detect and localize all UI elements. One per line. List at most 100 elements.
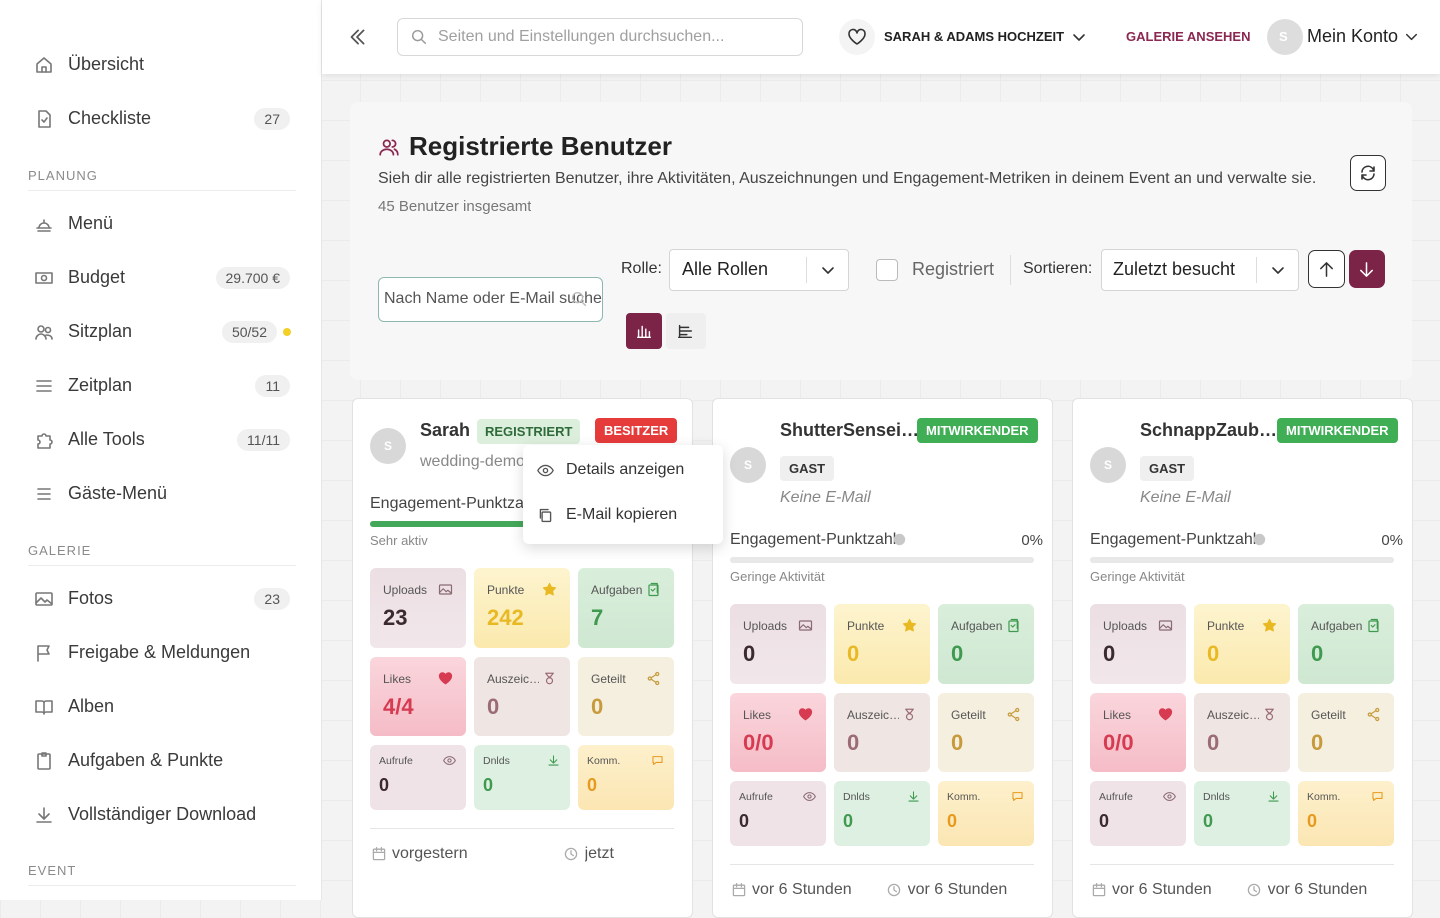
view-toggle-active[interactable] xyxy=(626,313,662,349)
search-box[interactable] xyxy=(397,18,803,56)
stat-icon xyxy=(905,708,914,721)
role-select[interactable] xyxy=(669,249,849,291)
nav-item[interactable]: Alle Tools xyxy=(68,429,145,450)
calendar-icon xyxy=(1092,882,1106,897)
sort-asc-button[interactable] xyxy=(1308,250,1345,288)
status-dot xyxy=(283,328,291,336)
activity-level: Sehr aktiv xyxy=(370,532,428,548)
nav-section-heading: PLANUNG xyxy=(28,167,98,183)
nav-icon xyxy=(36,380,52,392)
last-seen: vor 6 Stunden xyxy=(1112,880,1212,898)
users-icon xyxy=(379,139,399,156)
nav-section-heading: EVENT xyxy=(28,862,77,878)
nav-item[interactable]: Alben xyxy=(68,696,115,717)
stat-value: 0 xyxy=(947,811,958,832)
stat-icon xyxy=(545,672,554,685)
role-badge: MITWIRKENDER xyxy=(917,418,1038,443)
stat-tile xyxy=(834,693,930,772)
divider xyxy=(1090,864,1394,865)
search-icon xyxy=(571,291,587,307)
stat-value: 0 xyxy=(1307,811,1318,832)
nav-icon xyxy=(37,433,53,449)
nav-item[interactable]: Checkliste xyxy=(68,108,152,129)
stat-icon xyxy=(1367,707,1380,722)
divider xyxy=(806,257,807,283)
stat-label: Geteilt xyxy=(951,707,986,722)
score-label: Engagement-Punktzahl xyxy=(1090,530,1257,548)
avatar xyxy=(1267,19,1303,55)
stat-tile xyxy=(370,745,466,810)
nav-badge: 29.700 € xyxy=(215,267,290,289)
nav-item[interactable]: Fotos xyxy=(68,588,114,609)
nav-icon xyxy=(35,272,53,284)
chevron xyxy=(822,267,834,274)
stat-icon xyxy=(1368,618,1379,633)
stat-label: Komm. xyxy=(947,790,981,803)
nav-item[interactable]: Aufgaben & Punkte xyxy=(68,750,224,771)
refresh-button[interactable] xyxy=(1350,155,1386,191)
stat-value: 0 xyxy=(1207,640,1220,666)
activity-level: Geringe Aktivität xyxy=(730,568,825,584)
stat-tile xyxy=(578,568,674,648)
stat-label: Uploads xyxy=(743,618,788,633)
nav-item[interactable]: Budget xyxy=(68,267,126,288)
stat-label: Auszeic… xyxy=(1207,707,1259,722)
filter-panel xyxy=(350,102,1412,380)
stat-icon xyxy=(803,792,816,801)
stat-value: 0 xyxy=(1103,640,1116,666)
sort-value: Zuletzt besucht xyxy=(1113,259,1236,280)
nav-item[interactable]: Zeitplan xyxy=(68,375,133,396)
stat-label: Dnlds xyxy=(483,754,510,767)
clock-icon xyxy=(564,847,577,861)
progress-track xyxy=(1090,557,1394,563)
stat-icon xyxy=(1268,791,1279,802)
sort-select[interactable] xyxy=(1101,249,1299,291)
divider xyxy=(1010,255,1011,285)
registered-checkbox[interactable] xyxy=(876,259,898,281)
name-search[interactable] xyxy=(378,277,603,322)
event-name[interactable]: SARAH & ADAMS HOCHZEIT xyxy=(884,28,1065,44)
nav-item[interactable]: Vollständiger Download xyxy=(68,804,257,825)
stat-label: Komm. xyxy=(1307,790,1341,803)
name-search-placeholder: Nach Name oder E-Mail suchen xyxy=(384,289,602,307)
last-active: vor 6 Stunden xyxy=(1267,880,1368,898)
stat-label: Punkte xyxy=(1207,618,1245,633)
nav-icon xyxy=(38,110,51,128)
stat-value: 0 xyxy=(487,693,500,719)
nav-item[interactable]: Freigabe & Meldungen xyxy=(68,642,251,663)
stat-label: Likes xyxy=(1103,707,1132,722)
list-icon xyxy=(677,324,693,339)
avatar-letter: S xyxy=(744,457,753,472)
menu-item[interactable]: Details anzeigen xyxy=(566,460,685,478)
stat-value: 0 xyxy=(951,729,964,755)
stat-label: Aufgaben xyxy=(951,618,1003,633)
avatar-letter: S xyxy=(1104,457,1113,472)
nav-badge: 11 xyxy=(255,375,290,397)
stat-tile xyxy=(938,693,1034,772)
stat-label: Likes xyxy=(743,707,772,722)
nav-item[interactable]: Übersicht xyxy=(68,54,145,75)
stat-value: 0 xyxy=(1099,811,1110,832)
nav-item[interactable]: Sitzplan xyxy=(68,321,133,342)
stat-icon xyxy=(1012,792,1023,801)
menu-item[interactable]: E-Mail kopieren xyxy=(566,505,678,523)
gallery-link[interactable]: GALERIE ANSEHEN xyxy=(1126,28,1251,44)
nav-badge: 27 xyxy=(254,108,290,130)
stat-value: 7 xyxy=(591,604,604,630)
stat-value: 0 xyxy=(1207,729,1220,755)
account-menu[interactable]: Mein Konto xyxy=(1307,26,1399,47)
nav-item[interactable]: Menü xyxy=(68,213,114,234)
nav-item[interactable]: Gäste-Menü xyxy=(68,483,168,504)
stat-label: Aufrufe xyxy=(1099,790,1133,803)
clock-icon xyxy=(1247,883,1260,897)
nav-icon xyxy=(37,752,51,770)
chevron xyxy=(1272,267,1284,274)
panel-title: Registrierte Benutzer xyxy=(409,130,672,161)
stat-icon xyxy=(648,582,659,597)
stat-icon xyxy=(1008,618,1019,633)
progress-track xyxy=(730,557,1034,563)
stat-label: Auszeic… xyxy=(487,671,539,686)
role-label: Rolle: xyxy=(621,259,662,277)
heart-button[interactable] xyxy=(839,19,875,55)
